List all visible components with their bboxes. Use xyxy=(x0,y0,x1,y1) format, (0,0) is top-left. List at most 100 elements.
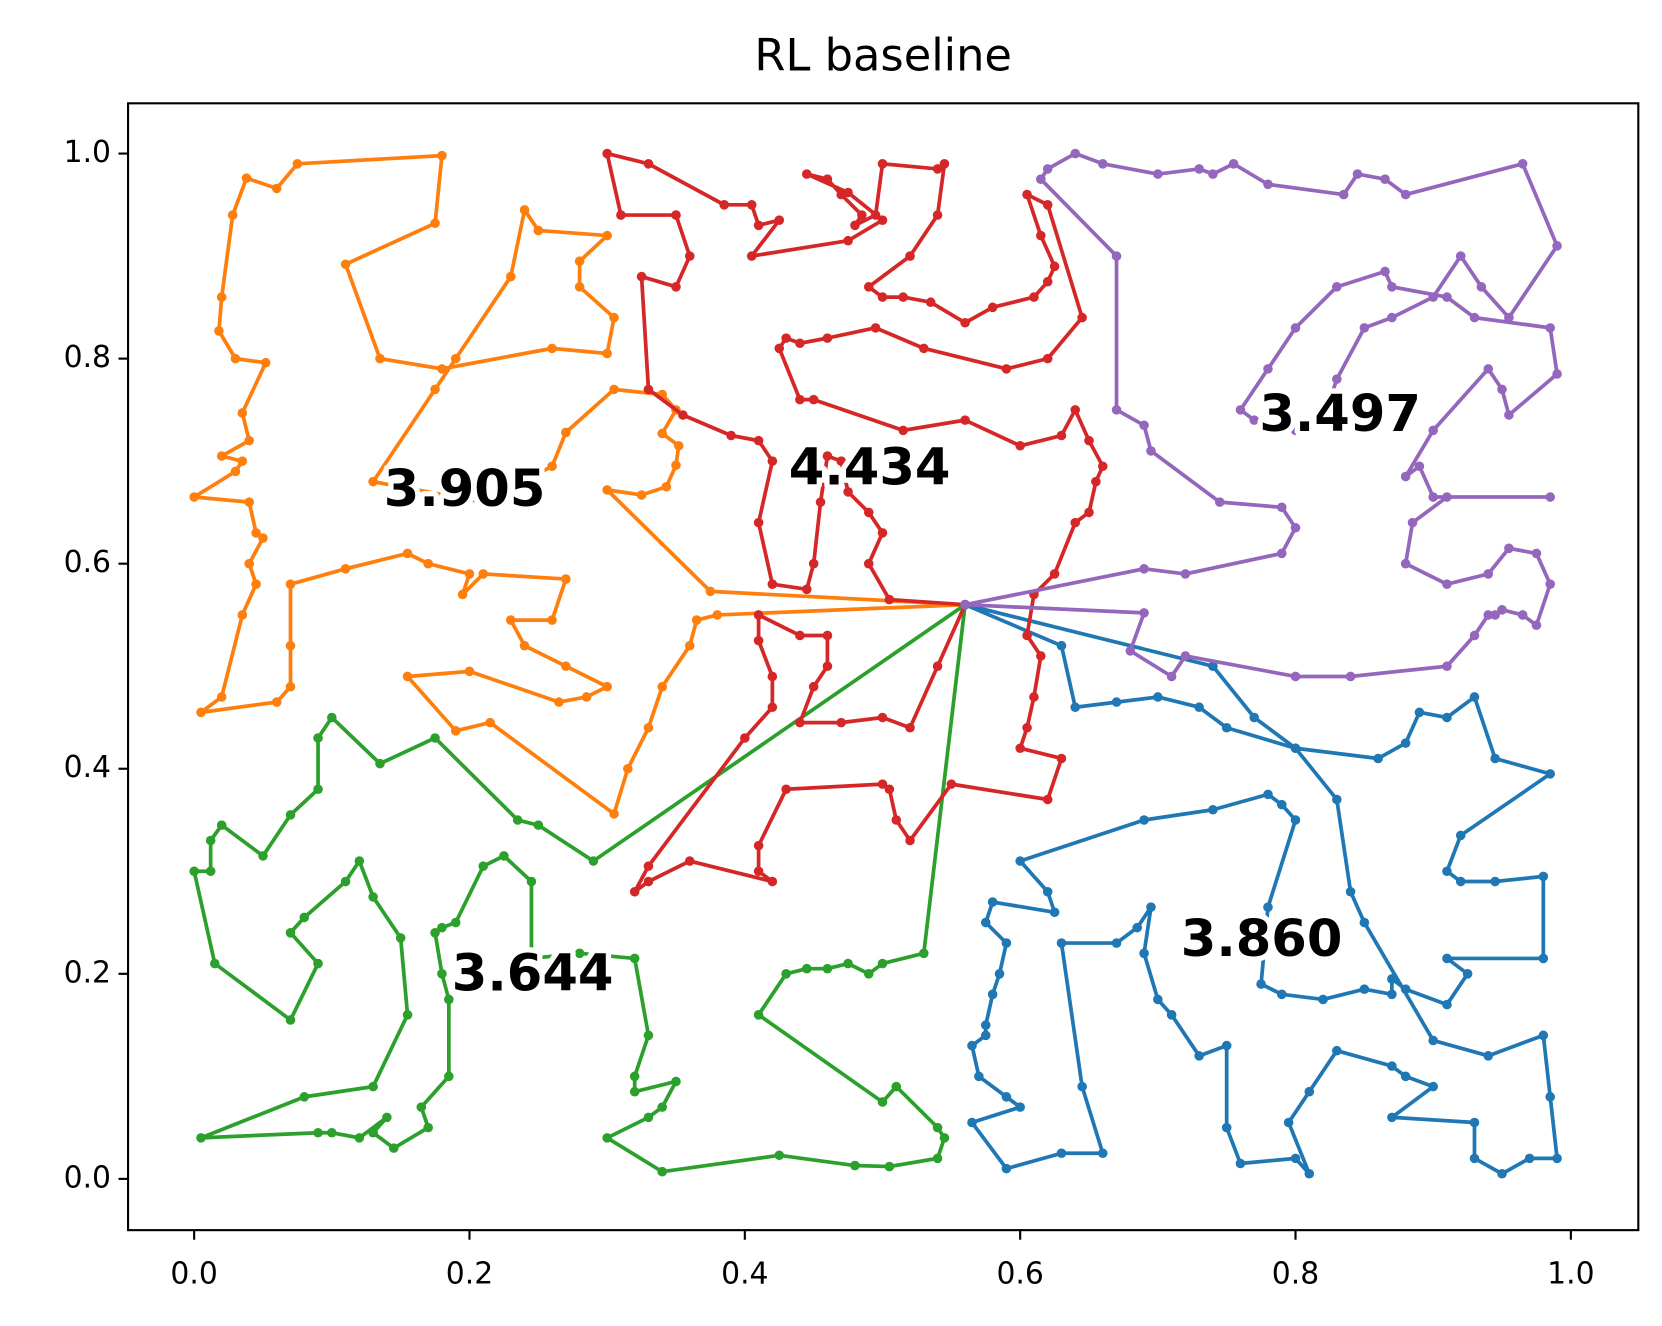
route-point xyxy=(554,697,564,707)
route-point xyxy=(629,886,640,897)
route-point xyxy=(863,507,874,518)
route-point xyxy=(891,815,902,825)
route-point xyxy=(726,430,736,441)
route-point xyxy=(1146,446,1156,456)
route-point xyxy=(1380,174,1390,184)
route-point xyxy=(1180,569,1191,579)
route-point xyxy=(781,784,791,795)
x-tick-label: 0.4 xyxy=(721,1256,768,1291)
route-point xyxy=(1476,282,1487,292)
route-point xyxy=(1387,312,1397,323)
route-point xyxy=(877,292,888,302)
route-point xyxy=(850,1160,860,1171)
route-point xyxy=(1332,282,1342,292)
route-point xyxy=(1283,1117,1294,1128)
route-point xyxy=(781,333,791,343)
route-point xyxy=(877,779,888,789)
route-point xyxy=(237,408,248,418)
route-point xyxy=(464,666,475,677)
route-point xyxy=(1042,200,1053,210)
route-point xyxy=(354,856,365,866)
route-point xyxy=(1042,794,1053,805)
route-point xyxy=(1483,1051,1494,1061)
route-point xyxy=(402,548,413,559)
route-point xyxy=(285,640,296,651)
route-point xyxy=(1276,989,1287,1000)
route-point xyxy=(1304,1168,1315,1179)
route-point xyxy=(258,533,268,543)
route-point xyxy=(1552,1153,1562,1164)
route-point xyxy=(925,297,936,308)
route-point xyxy=(643,1030,654,1041)
route-point xyxy=(671,1076,681,1087)
route-point xyxy=(205,835,216,846)
route-point xyxy=(843,235,853,246)
route-point xyxy=(980,917,991,928)
route-point xyxy=(1483,364,1494,374)
route-point xyxy=(712,610,723,620)
route-point xyxy=(285,1015,296,1025)
route-point xyxy=(774,343,785,354)
route-point xyxy=(795,630,805,641)
route-point xyxy=(815,497,826,507)
route-point xyxy=(919,343,929,354)
route-point xyxy=(1380,266,1390,277)
route-point xyxy=(767,671,778,682)
route-point xyxy=(526,953,537,964)
route-point xyxy=(877,958,888,969)
route-cost-label: 3.905 xyxy=(384,460,546,519)
route-point xyxy=(388,1143,399,1153)
route-point xyxy=(1442,492,1452,502)
route-point xyxy=(808,394,819,405)
route-point xyxy=(1263,179,1273,190)
route-point xyxy=(795,717,805,728)
route-point xyxy=(836,717,846,728)
route-point xyxy=(822,661,833,672)
route-point xyxy=(1084,507,1094,518)
route-point xyxy=(1332,1045,1342,1056)
route-point xyxy=(450,917,461,928)
route-point xyxy=(244,435,255,446)
route-point xyxy=(884,594,895,605)
route-point xyxy=(354,1133,365,1143)
route-point xyxy=(547,343,557,354)
route-point xyxy=(1263,789,1273,800)
route-point xyxy=(1442,661,1452,672)
route-point xyxy=(877,159,888,169)
route-point xyxy=(1139,420,1149,431)
route-point xyxy=(499,851,509,861)
route-point xyxy=(609,384,619,395)
route-point xyxy=(836,456,846,466)
route-cost-label: 3.644 xyxy=(452,945,614,1004)
route-point xyxy=(1318,994,1328,1005)
route-point xyxy=(960,599,970,610)
route-point xyxy=(740,733,750,743)
route-point xyxy=(932,1122,943,1133)
route-point xyxy=(437,969,447,979)
route-point xyxy=(1146,902,1156,912)
route-point xyxy=(1097,1148,1108,1159)
route-point xyxy=(822,174,833,184)
route-point xyxy=(1400,984,1411,994)
route-point xyxy=(375,758,385,769)
route-point xyxy=(905,835,915,846)
route-point xyxy=(1036,651,1046,661)
route-point xyxy=(1132,922,1142,933)
route-point xyxy=(1139,948,1149,959)
route-point xyxy=(285,579,296,589)
route-point xyxy=(753,220,764,231)
route-point xyxy=(368,892,378,902)
y-tick-label: 0.6 xyxy=(64,545,111,580)
route-point xyxy=(1428,1081,1438,1092)
route-point xyxy=(616,210,626,220)
route-point xyxy=(1208,661,1218,672)
route-point xyxy=(1290,425,1301,436)
route-point xyxy=(891,1081,902,1092)
route-point xyxy=(1497,384,1507,395)
route-point xyxy=(423,558,433,569)
route-point xyxy=(450,726,461,736)
route-point xyxy=(1084,435,1094,446)
route-point xyxy=(1194,702,1204,713)
route-point xyxy=(1263,902,1273,912)
route-point xyxy=(1111,697,1122,707)
